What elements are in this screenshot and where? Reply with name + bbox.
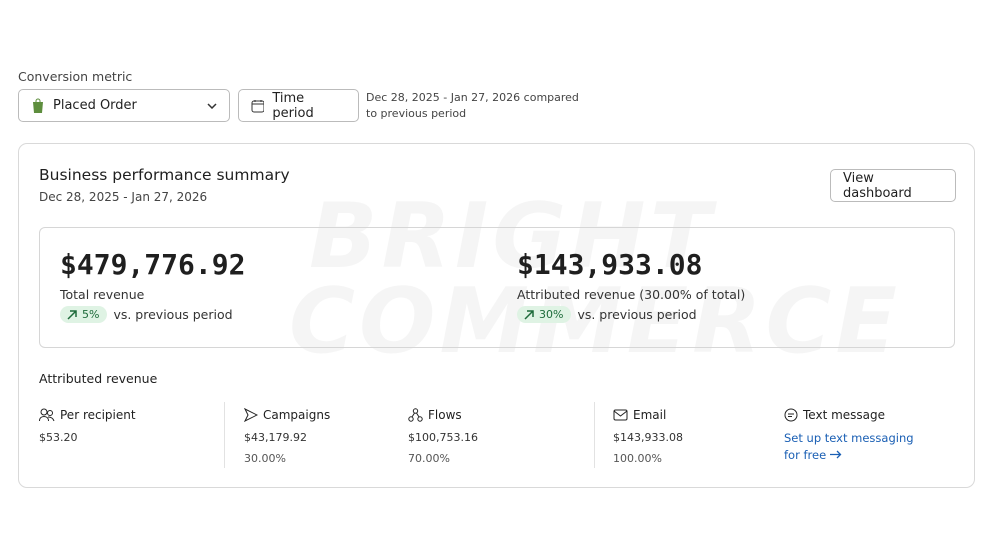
kpi-change-row: 5% vs. previous period <box>60 306 245 323</box>
comparison-text: vs. previous period <box>577 307 697 322</box>
change-badge-text: 30% <box>539 308 564 321</box>
attributed-title: Attributed revenue <box>39 371 158 386</box>
metric-value-text: $100,753.16 <box>408 431 478 444</box>
setup-link-text: Set up text messaging for free <box>784 431 914 462</box>
summary-date: Dec 28, 2025 - Jan 27, 2026 <box>39 190 208 204</box>
kpi-label-text: Total revenue <box>60 287 145 302</box>
arrow-right <box>829 450 842 459</box>
calendar-icon <box>251 99 265 112</box>
metric-column: Email $143,933.08 100.00% <box>613 408 683 465</box>
change-badge: 5% <box>60 306 108 323</box>
metric-name-text: Campaigns <box>263 408 331 422</box>
change-badge-text: 5% <box>82 308 100 321</box>
metric-share: 70.00% <box>408 452 478 465</box>
metric-dropdown[interactable]: Placed Order <box>18 89 230 122</box>
metric-value: $143,933.08 <box>613 431 683 444</box>
metric-value-text: $53.20 <box>39 431 78 444</box>
metric-name: Email <box>613 408 683 422</box>
metric-name: Per recipient <box>39 408 136 422</box>
people-icon <box>39 408 55 422</box>
metric-value: $100,753.16 <box>408 431 478 444</box>
metric-name-text: Text message <box>803 408 886 422</box>
metric-share: 100.00% <box>613 452 683 465</box>
kpi-change-row: 30% vs. previous period <box>517 306 745 323</box>
summary-title: Business performance summary <box>39 166 290 184</box>
metric-text: Placed Order <box>53 98 137 113</box>
chevron <box>207 102 217 109</box>
metric-value: $43,179.92 <box>244 431 330 444</box>
summary-card: BRIGHT COMMERCE Business performance sum… <box>18 143 975 488</box>
metric-name-text: Email <box>633 408 667 422</box>
metric-name: Text message <box>784 408 914 422</box>
change-badge: 30% <box>517 306 572 323</box>
metric-share-text: 70.00% <box>408 452 450 465</box>
kpi-box: $479,776.92 Total revenue 5% vs. previous p… <box>39 227 955 348</box>
setup-link[interactable]: Set up text messaging for free <box>784 430 914 464</box>
kpi-label-text: Attributed revenue (30.00% of total) <box>517 287 746 302</box>
divider <box>224 402 225 468</box>
metric-value-text: $143,933.08 <box>613 431 683 444</box>
send-icon <box>244 408 258 422</box>
kpi-value: $143,933.08 <box>517 248 745 281</box>
time-period-text: Time period <box>272 90 314 121</box>
mail-icon <box>613 409 628 421</box>
metric-value-text: $43,179.92 <box>244 431 307 444</box>
metric-name: Campaigns <box>244 408 330 422</box>
comparison: vs. previous period <box>113 307 232 322</box>
divider <box>594 402 595 468</box>
metric-share: 30.00% <box>244 452 330 465</box>
metric-name-text: Flows <box>428 408 462 422</box>
metric-column: Flows $100,753.16 70.00% <box>408 408 478 465</box>
comparison: vs. previous period <box>577 307 696 322</box>
kpi-label: Attributed revenue (30.00% of total) <box>517 287 745 302</box>
kpi-value-text: $479,776.92 <box>60 248 246 281</box>
arrow-up <box>67 309 77 320</box>
view-dashboard-button[interactable]: View dashboard <box>830 169 956 202</box>
kpi-value: $479,776.92 <box>60 248 245 281</box>
sms-icon <box>784 408 798 422</box>
metric-share-text: 100.00% <box>613 452 662 465</box>
filter-label: Conversion metric <box>18 69 133 84</box>
time-period-button[interactable]: Time period <box>238 89 359 122</box>
kpi-label: Total revenue <box>60 287 245 302</box>
period-note: Dec 28, 2025 - Jan 27, 2026 compared to … <box>366 91 579 120</box>
metric-name: Flows <box>408 408 478 422</box>
flow-icon <box>408 408 423 422</box>
metric-share-text: 30.00% <box>244 452 286 465</box>
kpi-value-text: $143,933.08 <box>517 248 703 281</box>
metric-name-text: Per recipient <box>60 408 136 422</box>
comparison-text: vs. previous period <box>113 307 233 322</box>
shop-icon <box>33 98 43 113</box>
metric-value: $53.20 <box>39 431 136 444</box>
metric-column: Per recipient $53.20 <box>39 408 136 444</box>
metric-column: Campaigns $43,179.92 30.00% <box>244 408 330 465</box>
arrow-up <box>524 309 534 320</box>
metric-column: Text message Set up text messaging for fr… <box>784 408 914 464</box>
